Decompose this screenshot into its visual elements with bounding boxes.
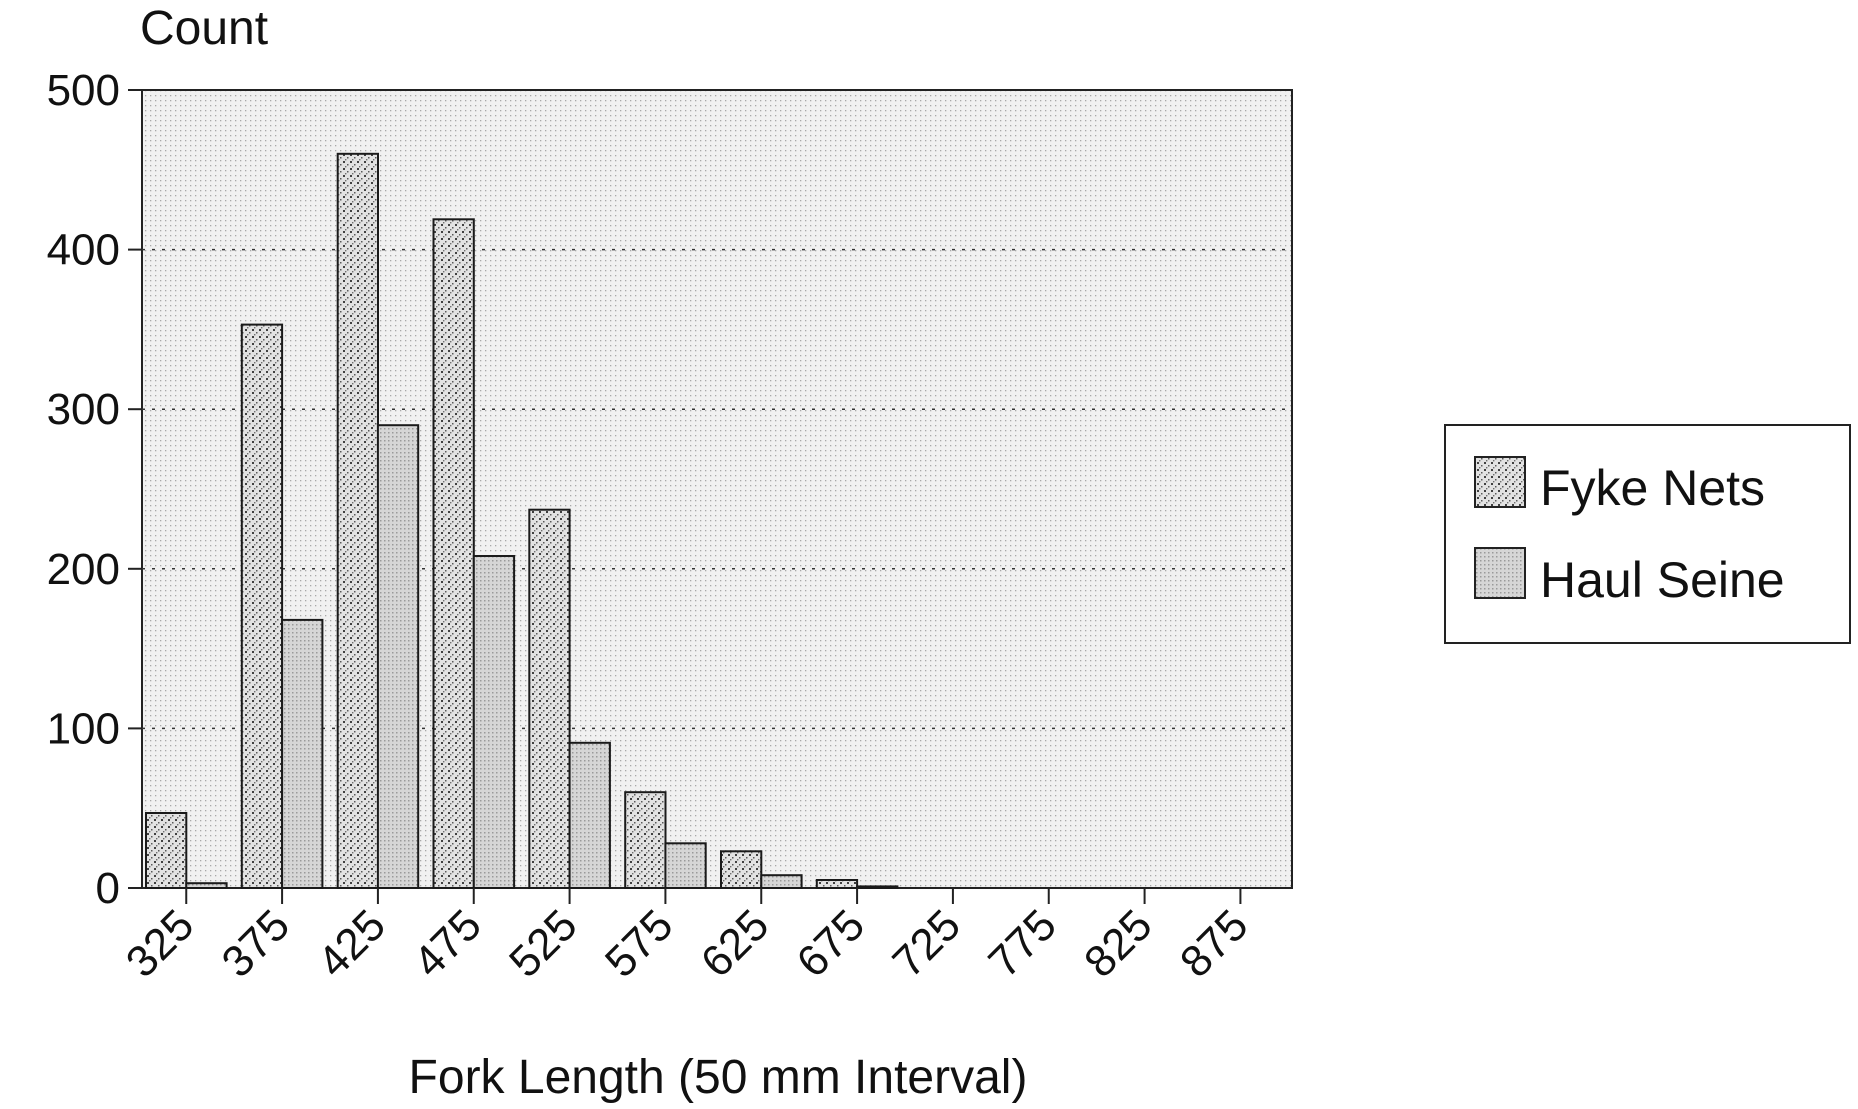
x-tick-label: 475 bbox=[404, 900, 491, 987]
x-tick-label: 625 bbox=[692, 900, 779, 987]
bar-haul-seine bbox=[664, 842, 707, 889]
x-axis: 325 375 425 475 525 575 625 675 725 775 825 875 bbox=[117, 888, 1258, 987]
bar-fyke-nets bbox=[336, 152, 380, 890]
y-tick-label: 500 bbox=[47, 66, 120, 115]
bar-fyke-nets bbox=[815, 879, 859, 889]
bar-haul-seine bbox=[376, 424, 420, 889]
y-axis-title: Count bbox=[140, 2, 268, 55]
y-tick-label: 100 bbox=[47, 704, 120, 753]
bar-fyke-nets bbox=[720, 850, 763, 889]
grid-lines bbox=[142, 248, 1292, 730]
bar-fyke-nets bbox=[432, 218, 475, 890]
x-tick-label: 575 bbox=[596, 900, 683, 987]
bar-haul-seine bbox=[760, 874, 803, 890]
bar-haul-seine bbox=[856, 885, 899, 890]
bar-haul-seine bbox=[568, 741, 611, 889]
y-tick-label: 0 bbox=[96, 864, 120, 913]
bars bbox=[145, 152, 899, 890]
x-tick-label: 725 bbox=[883, 900, 970, 987]
bar-fyke-nets bbox=[528, 508, 571, 889]
legend-swatch-haul-seine bbox=[1474, 547, 1526, 599]
bar-fyke-nets bbox=[624, 791, 667, 890]
x-axis-title: Fork Length (50 mm Interval) bbox=[409, 1051, 1028, 1104]
x-tick-label: 775 bbox=[979, 900, 1066, 987]
y-axis: 0 100 200 300 400 500 bbox=[47, 66, 142, 913]
x-tick-label: 525 bbox=[500, 900, 587, 987]
x-tick-label: 675 bbox=[788, 900, 875, 987]
bar-fyke-nets bbox=[240, 323, 284, 890]
legend-swatch-fyke-nets bbox=[1474, 456, 1526, 508]
x-tick-label: 425 bbox=[308, 900, 395, 987]
y-tick-label: 400 bbox=[47, 226, 120, 275]
x-tick-label: 825 bbox=[1075, 900, 1162, 987]
legend-label-haul-seine: Haul Seine bbox=[1540, 552, 1785, 608]
legend-label-fyke-nets: Fyke Nets bbox=[1540, 460, 1765, 516]
x-tick-label: 325 bbox=[117, 900, 204, 987]
y-tick-label: 300 bbox=[47, 385, 120, 434]
bar-fyke-nets bbox=[145, 812, 188, 889]
bar-haul-seine bbox=[185, 882, 228, 890]
plot-area bbox=[141, 89, 1293, 889]
legend: Fyke Nets Haul Seine bbox=[1444, 424, 1851, 644]
x-tick-label: 875 bbox=[1171, 900, 1258, 987]
x-tick-label: 375 bbox=[213, 900, 300, 987]
bar-haul-seine bbox=[281, 618, 324, 890]
y-tick-label: 200 bbox=[47, 545, 120, 594]
bar-haul-seine bbox=[472, 555, 516, 889]
